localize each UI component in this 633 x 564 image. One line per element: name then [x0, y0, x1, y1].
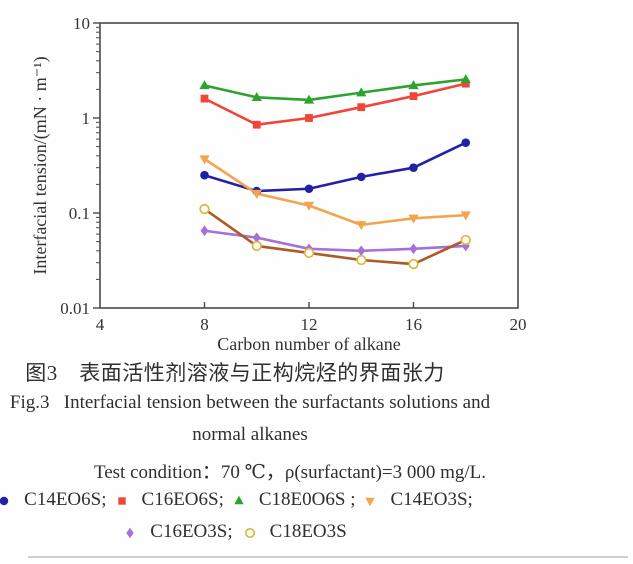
legend-label-C14EO3S: C14EO3S; — [390, 489, 473, 510]
legend-item-C16EO3S: C16EO3S; — [123, 521, 233, 543]
plot-border — [99, 22, 519, 309]
series-C14EO3S-marker — [356, 221, 367, 231]
series-C18E0O6S-marker — [460, 74, 471, 84]
series-C16EO3S-marker — [461, 240, 470, 252]
C14EO3S-triangle-down-icon — [365, 497, 376, 506]
legend-label-C16EO3S: C16EO3S; — [150, 521, 233, 542]
series-C14EO3S-marker — [408, 214, 419, 224]
series-C16EO3S-marker — [357, 245, 366, 257]
series-C14EO3S-line — [203, 157, 468, 227]
circle-open-glyph — [244, 527, 255, 538]
y-axis-tick-label: 10 — [73, 14, 90, 33]
legend-label-C18EO3S: C18EO3S — [269, 521, 347, 542]
series-C16EO6S-marker — [305, 114, 313, 122]
series-C16EO6S-marker — [200, 94, 209, 103]
figure-caption-english-line2: normal alkanes — [192, 424, 308, 445]
legend-item-C18EO3S: C18EO3S — [243, 521, 347, 543]
series-C18EO3S-marker — [303, 247, 315, 259]
interfacial-tension-chart: 10 1 0.1 0.01 4 8 12 16 20 Carbon number of alkan… — [30, 14, 527, 352]
x-axis-title: Carbon number of alkane — [217, 334, 400, 352]
series-C16EO3S-marker — [409, 243, 418, 255]
series-C14EO6S-marker — [304, 184, 314, 194]
series-C16EO3S-line — [203, 229, 468, 253]
triangle-up-glyph — [234, 495, 244, 504]
C16EO6S-square-icon — [117, 496, 126, 505]
series-C16EO6S-line — [203, 82, 468, 127]
series-C18E0O6S-marker — [356, 87, 367, 97]
series-C14EO3S-marker — [251, 189, 262, 199]
series-C18EO3S-line — [203, 207, 468, 266]
series-C18E0O6S-marker — [251, 92, 262, 102]
series-C16EO3S-marker — [200, 225, 209, 237]
y-axis-tick-label: 0.1 — [69, 204, 90, 223]
C18EO3S-circle-open-icon — [244, 527, 255, 538]
y-axis-tick-label: 0.01 — [60, 299, 90, 318]
series-C18E0O6S-marker — [303, 94, 315, 104]
legend-row-1: C14EO6S; C16EO6S; C18E0O6S ; C14EO3S; — [0, 489, 473, 511]
figure-caption-english-line1: Fig.3 Interfacial tension between the su… — [9, 392, 491, 413]
x-axis-tick-label: 8 — [200, 315, 209, 334]
series-C14EO3S-marker — [199, 155, 210, 165]
test-condition-text: Test condition：70 ℃，ρ(surfactant)=3 000 … — [93, 462, 487, 483]
square-glyph — [117, 496, 126, 505]
series-C14EO6S-marker — [356, 172, 366, 182]
C16EO3S-diamond-icon — [126, 527, 134, 538]
bottom-divider-line — [28, 556, 628, 558]
C14EO6S-circle-icon — [0, 496, 9, 505]
legend-label-C16EO6S: C16EO6S; — [141, 489, 224, 510]
series-C16EO6S-marker — [252, 120, 261, 129]
series-C18E0O6S-marker — [408, 80, 419, 90]
x-axis-tick-label: 16 — [405, 315, 422, 334]
triangle-down-glyph — [365, 497, 376, 506]
legend-item-C14EO3S: C14EO3S; — [363, 489, 473, 511]
series-C16EO6S-marker — [357, 103, 366, 112]
series-C16EO3S-marker — [252, 232, 261, 243]
y-axis-title: Interfacial tension/(mN · m⁻¹) — [30, 56, 51, 274]
legend-item-C16EO6S: C16EO6S; — [115, 489, 224, 511]
legend-item-C18E0O6S: C18E0O6S ; — [232, 489, 356, 511]
C18E0O6S-triangle-up-icon — [234, 495, 244, 504]
legend-label-C14EO6S: C14EO6S; — [24, 489, 107, 510]
x-axis-tick-label: 4 — [96, 315, 105, 334]
series-C18EO3S-marker — [408, 258, 419, 270]
y-axis-tick-label: 1 — [82, 109, 91, 128]
series-C18EO3S-marker — [460, 234, 471, 246]
circle-glyph — [0, 496, 9, 505]
legend-item-C14EO6S: C14EO6S; — [0, 489, 107, 511]
series-C14EO3S-marker — [303, 201, 315, 211]
legend-row-2: C16EO3S; C18EO3S — [0, 521, 470, 543]
series-C18EO3S-marker — [199, 203, 210, 215]
figure-caption-chinese: 图3 表面活性剂溶液与正构烷烃的界面张力 — [25, 361, 445, 385]
series-C18EO3S-marker — [356, 254, 367, 266]
series-C16EO6S-marker — [461, 79, 470, 88]
series-C18E0O6S-marker — [199, 80, 210, 90]
diamond-glyph — [126, 527, 134, 538]
series-C18EO3S-marker — [251, 240, 262, 252]
series-C14EO6S-marker — [409, 163, 418, 172]
x-axis-tick-label: 12 — [301, 315, 318, 334]
series-C14EO6S-marker — [200, 170, 209, 180]
legend-label-C18E0O6S: C18E0O6S ; — [258, 489, 356, 510]
series-C16EO6S-marker — [409, 92, 418, 101]
series-C14EO3S-marker — [460, 211, 471, 221]
x-axis-tick-label: 20 — [510, 315, 527, 334]
series-C14EO6S-marker — [461, 138, 471, 147]
series-C18E0O6S-line — [203, 78, 468, 102]
